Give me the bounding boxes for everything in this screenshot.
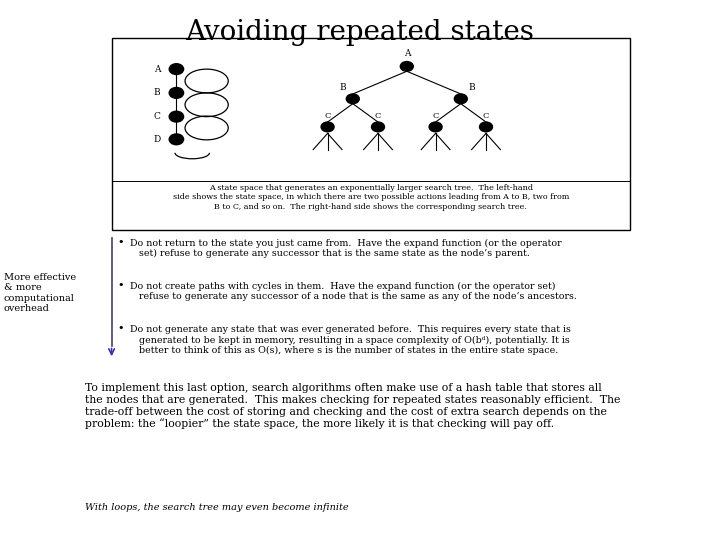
Circle shape [321,122,334,132]
Circle shape [429,122,442,132]
Text: C: C [153,112,161,121]
Text: A: A [403,49,410,58]
Text: Avoiding repeated states: Avoiding repeated states [186,19,534,46]
Text: B: B [339,83,346,92]
Circle shape [169,134,184,145]
Text: Do not create paths with cycles in them.  Have the expand function (or the opera: Do not create paths with cycles in them.… [130,282,577,301]
Text: C: C [483,112,489,120]
Text: A state space that generates an exponentially larger search tree.  The left-hand: A state space that generates an exponent… [173,184,569,211]
Text: •: • [117,280,124,290]
Circle shape [169,64,184,75]
Text: D: D [153,135,161,144]
Text: B: B [154,89,161,97]
Circle shape [400,62,413,71]
Text: With loops, the search tree may even become infinite: With loops, the search tree may even bec… [85,503,348,512]
Text: Do not generate any state that was ever generated before.  This requires every s: Do not generate any state that was ever … [130,325,570,355]
Text: B: B [468,83,474,92]
Circle shape [372,122,384,132]
Circle shape [169,111,184,122]
Circle shape [454,94,467,104]
Text: C: C [433,112,438,120]
Text: •: • [117,323,124,333]
FancyBboxPatch shape [112,38,630,230]
Text: C: C [325,112,330,120]
Text: C: C [375,112,381,120]
Text: To implement this last option, search algorithms often make use of a hash table : To implement this last option, search al… [85,383,621,429]
Circle shape [169,87,184,98]
Text: Do not return to the state you just came from.  Have the expand function (or the: Do not return to the state you just came… [130,239,561,258]
Text: More effective
& more
computational
overhead: More effective & more computational over… [4,273,76,313]
Circle shape [480,122,492,132]
Circle shape [346,94,359,104]
Text: A: A [154,65,161,73]
Text: •: • [117,237,124,247]
